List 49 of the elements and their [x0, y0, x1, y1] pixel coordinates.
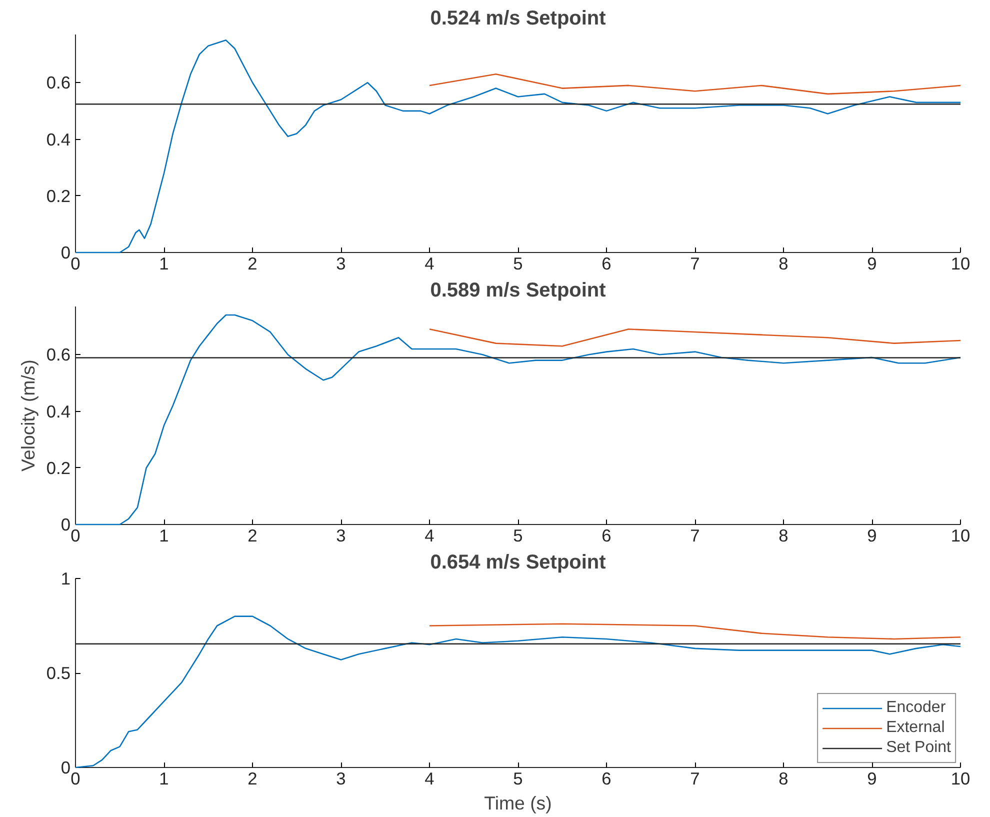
- line-series: [428, 73, 962, 95]
- y-tick-label: 0.6: [46, 72, 71, 93]
- chart-title: 0.589 m/s Setpoint: [430, 280, 606, 302]
- x-tick-label: 2: [248, 768, 258, 788]
- x-tick-label: 3: [336, 526, 346, 546]
- x-tick-label: 8: [778, 526, 788, 546]
- x-tick-label: 10: [950, 526, 970, 546]
- x-tick-label: 10: [950, 254, 970, 274]
- legend-label: External: [886, 719, 945, 737]
- x-tick-label: 5: [513, 526, 523, 546]
- x-tick-label: 4: [424, 768, 435, 788]
- x-tick-label: 8: [778, 254, 788, 274]
- x-tick-label: 10: [950, 768, 970, 788]
- x-tick-label: 6: [602, 254, 612, 274]
- y-tick-label: 0.4: [46, 129, 71, 150]
- x-tick-label: 6: [602, 526, 612, 546]
- x-tick-label: 9: [867, 254, 877, 274]
- y-axis-title: Velocity (m/s): [17, 360, 38, 472]
- line-series: [428, 623, 962, 640]
- x-tick-label: 6: [602, 768, 612, 788]
- x-tick-label: 5: [513, 254, 523, 274]
- y-tick-label: 0.2: [46, 186, 71, 206]
- x-tick-label: 1: [159, 526, 169, 546]
- x-tick-label: 1: [159, 254, 169, 274]
- x-tick-label: 3: [336, 254, 346, 274]
- x-tick-label: 2: [248, 254, 258, 274]
- x-tick-label: 7: [690, 768, 700, 788]
- legend-label: Encoder: [886, 699, 946, 717]
- line-series: [428, 328, 962, 347]
- x-tick-label: 7: [690, 254, 700, 274]
- y-tick-label: 0.2: [46, 458, 71, 478]
- x-tick-label: 5: [513, 768, 523, 788]
- x-tick-label: 1: [159, 768, 169, 788]
- x-tick-label: 2: [248, 526, 258, 546]
- y-tick-label: 1: [60, 568, 71, 588]
- y-tick-label: 0.4: [46, 401, 71, 422]
- chart-title: 0.654 m/s Setpoint: [430, 552, 606, 574]
- y-tick-label: 0.6: [46, 344, 71, 365]
- x-tick-label: 3: [336, 768, 346, 788]
- legend-label: Set Point: [886, 739, 951, 757]
- x-tick-label: 7: [690, 526, 700, 546]
- x-axis-title: Time (s): [484, 792, 552, 814]
- x-tick-label: 8: [778, 768, 788, 788]
- chart-title: 0.524 m/s Setpoint: [430, 8, 606, 30]
- x-tick-label: 4: [424, 526, 435, 546]
- x-tick-label: 9: [867, 768, 877, 788]
- y-tick-label: 0.5: [46, 663, 71, 683]
- x-tick-label: 4: [424, 254, 435, 274]
- x-tick-label: 9: [867, 526, 877, 546]
